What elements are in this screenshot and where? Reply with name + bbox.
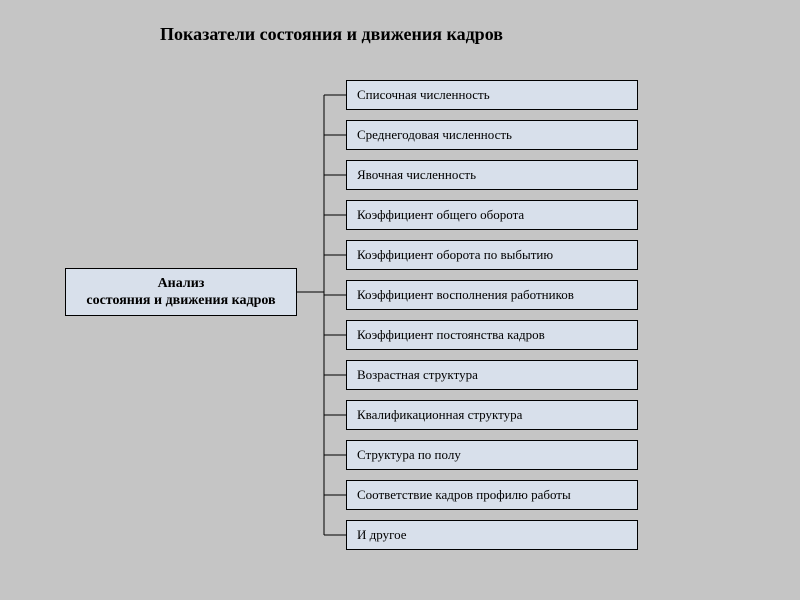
leaf-node: Среднегодовая численность bbox=[346, 120, 638, 150]
leaf-node: Соответствие кадров профилю работы bbox=[346, 480, 638, 510]
leaf-label: Возрастная структура bbox=[357, 367, 478, 383]
leaf-label: Списочная численность bbox=[357, 87, 490, 103]
leaf-label: Коэффициент общего оборота bbox=[357, 207, 524, 223]
diagram-title: Показатели состояния и движения кадров bbox=[160, 24, 503, 45]
leaf-label: Коэффициент восполнения работников bbox=[357, 287, 574, 303]
root-line1: Анализ bbox=[86, 275, 275, 293]
leaf-label: Структура по полу bbox=[357, 447, 461, 463]
leaf-node: Квалификационная структура bbox=[346, 400, 638, 430]
leaf-node: Коэффициент оборота по выбытию bbox=[346, 240, 638, 270]
leaf-label: Коэффициент оборота по выбытию bbox=[357, 247, 553, 263]
leaf-node: Структура по полу bbox=[346, 440, 638, 470]
leaf-node: Коэффициент восполнения работников bbox=[346, 280, 638, 310]
leaf-node: Коэффициент общего оборота bbox=[346, 200, 638, 230]
diagram-canvas: Показатели состояния и движения кадров А… bbox=[0, 0, 800, 600]
leaf-label: Явочная численность bbox=[357, 167, 476, 183]
leaf-label: Коэффициент постоянства кадров bbox=[357, 327, 545, 343]
root-node: Анализ состояния и движения кадров bbox=[65, 268, 297, 316]
leaf-label: Соответствие кадров профилю работы bbox=[357, 487, 571, 503]
leaf-node: И другое bbox=[346, 520, 638, 550]
root-line2: состояния и движения кадров bbox=[86, 292, 275, 310]
leaf-label: Квалификационная структура bbox=[357, 407, 522, 423]
leaf-node: Списочная численность bbox=[346, 80, 638, 110]
leaf-label: Среднегодовая численность bbox=[357, 127, 512, 143]
leaf-label: И другое bbox=[357, 527, 407, 543]
leaf-node: Коэффициент постоянства кадров bbox=[346, 320, 638, 350]
leaf-node: Возрастная структура bbox=[346, 360, 638, 390]
leaf-node: Явочная численность bbox=[346, 160, 638, 190]
